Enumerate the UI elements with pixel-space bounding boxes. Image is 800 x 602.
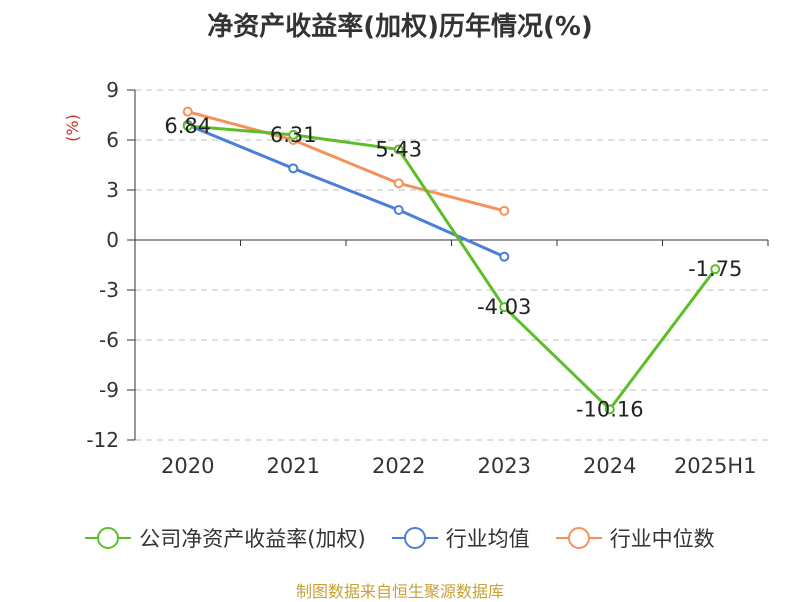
legend-item-industry-median[interactable]: 行业中位数 <box>555 523 715 553</box>
data-label: -1.75 <box>688 257 742 281</box>
data-point <box>182 106 193 117</box>
line-chart: 9 6 3 0 -3 -6 -9 -12 (%) 2020 2021 2022 2023 2024 2025… <box>63 78 769 478</box>
data-label: 5.43 <box>375 138 422 162</box>
series-line <box>187 124 717 411</box>
chart-legend: 公司净资产收益率(加权) 行业均值 行业中位数 <box>0 518 800 558</box>
legend-label-industry-median: 行业中位数 <box>609 527 715 551</box>
data-point <box>499 251 510 262</box>
y-tick-label: 3 <box>106 178 119 202</box>
chart-title: 净资产收益率(加权)历年情况(%) <box>207 12 593 42</box>
y-axis-label: (%) <box>63 114 82 142</box>
data-point <box>393 205 404 215</box>
x-tick-label: 2020 <box>161 454 214 478</box>
data-point <box>393 144 404 155</box>
x-tick-label: 2024 <box>583 454 636 478</box>
y-tick-label: -12 <box>86 428 119 452</box>
legend-marker-industry-mean <box>391 527 438 549</box>
legend-label-company: 公司净资产收益率(加权) <box>139 527 366 551</box>
data-point <box>288 129 299 140</box>
data-point <box>393 178 404 189</box>
data-point <box>499 205 510 216</box>
y-tick-label: 9 <box>106 78 119 102</box>
data-point <box>710 264 721 275</box>
data-point <box>604 404 615 415</box>
data-label: -10.16 <box>576 397 644 421</box>
y-tick-label: -3 <box>99 278 119 302</box>
data-label: 6.84 <box>164 114 211 138</box>
series-line <box>187 123 505 259</box>
data-point <box>182 121 193 131</box>
y-tick-label: 6 <box>106 128 119 152</box>
data-label: 6.31 <box>270 123 317 147</box>
legend-label-industry-mean: 行业均值 <box>445 527 530 551</box>
data-source-note: 制图数据来自恒生聚源数据库 <box>295 582 504 601</box>
x-tick-label: 2025H1 <box>674 454 757 478</box>
legend-marker-company <box>85 527 132 549</box>
legend-item-company[interactable]: 公司净资产收益率(加权) <box>85 523 366 553</box>
legend-item-industry-mean[interactable]: 行业均值 <box>391 523 530 553</box>
x-tick-label: 2023 <box>478 454 531 478</box>
y-tick-label: -9 <box>99 378 119 402</box>
legend-marker-industry-median <box>555 527 602 549</box>
y-tick-label: -6 <box>99 328 119 352</box>
series-line <box>187 110 505 213</box>
x-tick-label: 2022 <box>372 454 425 478</box>
x-tick-label: 2021 <box>267 454 320 478</box>
data-label: -4.03 <box>477 295 531 319</box>
data-point <box>288 163 299 174</box>
data-point <box>499 302 510 313</box>
y-tick-label: 0 <box>106 228 119 252</box>
